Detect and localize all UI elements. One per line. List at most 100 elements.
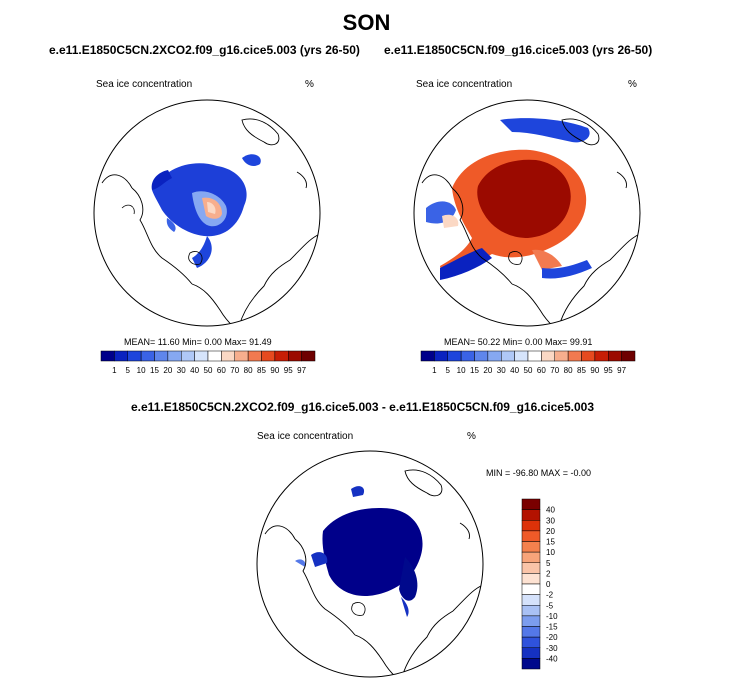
panel-3-colorbar-swatch <box>521 573 541 585</box>
panel-1-colorbar-tick-label: 50 <box>204 366 213 375</box>
panel-3-colorbar-tick-label: 20 <box>546 527 555 536</box>
panel-1-colorbar-swatch <box>288 350 302 362</box>
panel-2-colorbar-tick-label: 70 <box>550 366 559 375</box>
panel-1-colorbar-swatch <box>301 350 316 362</box>
panel-3-colorbar-tick-label: 40 <box>546 506 555 515</box>
panel-1-colorbar-swatch <box>261 350 276 362</box>
panel-2-colorbar-tick-label: 40 <box>510 366 519 375</box>
panel-3-polar-map <box>256 450 484 678</box>
panel-3-colorbar-swatch <box>521 541 541 553</box>
panel-3-colorbar-swatch <box>521 647 541 659</box>
panel-3-colorbar-swatch <box>521 658 541 670</box>
panel-2-polar-map <box>413 99 641 327</box>
panel-3-colorbar-tick-label: -30 <box>546 644 558 653</box>
panel-3-colorbar-swatch <box>521 530 541 542</box>
panel-2-colorbar-swatch <box>621 350 636 362</box>
panel-3-colorbar-tick-label: 15 <box>546 538 555 547</box>
panel-1-colorbar-swatch <box>167 350 182 362</box>
panel-2-colorbar-tick-label: 10 <box>457 366 466 375</box>
panel-3-colorbar-swatch <box>521 583 541 595</box>
panel-1-colorbar-tick-label: 80 <box>244 366 253 375</box>
panel-2-colorbar-tick-label: 97 <box>617 366 626 375</box>
panel-2-colorbar-swatch <box>474 350 489 362</box>
panel-1-colorbar-tick-label: 5 <box>126 366 131 375</box>
panel-3-colorbar-swatch <box>521 594 541 606</box>
panel-2-colorbar-swatch <box>501 350 515 362</box>
panel-3-title: e.e11.E1850C5CN.2XCO2.f09_g16.cice5.003 … <box>131 400 594 414</box>
panel-2-stats: MEAN= 50.22 Min= 0.00 Max= 99.91 <box>444 337 593 347</box>
panel-3-colorbar-swatch <box>521 636 541 648</box>
panel-3-colorbar-swatch <box>521 605 541 617</box>
panel-1-colorbar-swatch <box>221 350 235 362</box>
panel-3-stats: MIN = -96.80 MAX = -0.00 <box>486 468 592 478</box>
panel-2-colorbar-tick-label: 15 <box>470 366 479 375</box>
panel-1-colorbar-swatch <box>127 350 142 362</box>
panel-2-colorbar-tick-label: 95 <box>604 366 613 375</box>
panel-2-units-label: % <box>628 79 637 90</box>
panel-3-colorbar-tick-label: -2 <box>546 591 554 600</box>
panel-2-colorbar-tick-label: 5 <box>446 366 451 375</box>
panel-1-colorbar-swatch <box>274 350 289 362</box>
panel-1-colorbar-swatch <box>181 350 195 362</box>
panel-2-colorbar-swatch <box>434 350 448 362</box>
panel-2-colorbar-tick-label: 50 <box>524 366 533 375</box>
panel-3-colorbar-swatch <box>521 562 541 574</box>
panel-1-colorbar-swatch <box>207 350 222 362</box>
panel-3-colorbar-tick-label: 2 <box>546 569 551 578</box>
panel-2-colorbar-tick-label: 60 <box>537 366 546 375</box>
panel-1-colorbar-swatch <box>140 350 155 362</box>
panel-2-colorbar-swatch <box>567 350 582 362</box>
panel-2-colorbar-swatch <box>514 350 529 362</box>
panel-1-colorbar-swatch <box>234 350 249 362</box>
panel-1-polar-map <box>93 99 321 327</box>
panel-1-colorbar-tick-label: 10 <box>137 366 146 375</box>
panel-3-variable-label: Sea ice concentration <box>257 431 354 442</box>
panel-2-colorbar: 1 5 10 15 20 30 40 50 60 70 80 85 90 95 97 <box>420 350 636 375</box>
panel-2-colorbar-swatch <box>594 350 609 362</box>
panel-2-colorbar-swatch <box>608 350 622 362</box>
panel-3-colorbar-tick-label: 30 <box>546 516 555 525</box>
panel-3-colorbar-tick-label: -20 <box>546 633 558 642</box>
panel-1-variable-label: Sea ice concentration <box>96 79 193 90</box>
panel-1-colorbar-tick-label: 90 <box>270 366 279 375</box>
panel-1-colorbar-tick-label: 97 <box>297 366 306 375</box>
panel-2-colorbar-swatch <box>527 350 542 362</box>
panel-1-colorbar-swatch <box>154 350 169 362</box>
panel-2-variable-label: Sea ice concentration <box>416 79 513 90</box>
panel-1-colorbar-swatch <box>194 350 209 362</box>
panel-1-colorbar-tick-label: 15 <box>150 366 159 375</box>
panel-3-colorbar-swatch <box>521 626 541 638</box>
panel-3-units-label: % <box>467 431 476 442</box>
panel-2-colorbar-swatch <box>487 350 502 362</box>
panel-3-colorbar-tick-label: -15 <box>546 623 558 632</box>
panel-1-colorbar-tick-label: 20 <box>163 366 172 375</box>
panel-2-colorbar-swatch <box>541 350 555 362</box>
panel-3-colorbar-swatch <box>521 551 541 563</box>
panel-1-colorbar-swatch <box>100 350 115 362</box>
panel-3-colorbar-tick-label: -10 <box>546 612 558 621</box>
panel-2-colorbar-swatch <box>581 350 596 362</box>
panel-1-units-label: % <box>305 79 314 90</box>
panel-2-colorbar-tick-label: 90 <box>590 366 599 375</box>
panel-3-colorbar-swatch <box>521 615 541 627</box>
panel-3-colorbar-tick-label: 10 <box>546 548 555 557</box>
panel-3-colorbar-tick-label: 5 <box>546 559 551 568</box>
panel-1-colorbar-tick-label: 60 <box>217 366 226 375</box>
panel-2-colorbar-swatch <box>460 350 475 362</box>
panel-2-colorbar-swatch <box>447 350 462 362</box>
panel-1-colorbar-swatch <box>114 350 128 362</box>
panel-2-colorbar-swatch <box>554 350 569 362</box>
panel-1-colorbar-tick-label: 95 <box>284 366 293 375</box>
panel-3-colorbar-swatch <box>521 498 541 510</box>
panel-1-colorbar-tick-label: 1 <box>112 366 117 375</box>
panel-1-colorbar-swatch <box>247 350 262 362</box>
panel-1-colorbar-tick-label: 85 <box>257 366 266 375</box>
panel-1-colorbar-tick-label: 30 <box>177 366 186 375</box>
panel-1-title: e.e11.E1850C5CN.2XCO2.f09_g16.cice5.003 … <box>49 43 360 57</box>
panel-3-colorbar-swatch <box>521 520 541 532</box>
panel-3-colorbar-swatch <box>521 509 541 521</box>
panel-2-colorbar-tick-label: 85 <box>577 366 586 375</box>
panel-1-colorbar: 1 5 10 15 20 30 40 50 60 70 80 85 90 95 97 <box>100 350 316 375</box>
panel-1-stats: MEAN= 11.60 Min= 0.00 Max= 91.49 <box>124 337 272 347</box>
